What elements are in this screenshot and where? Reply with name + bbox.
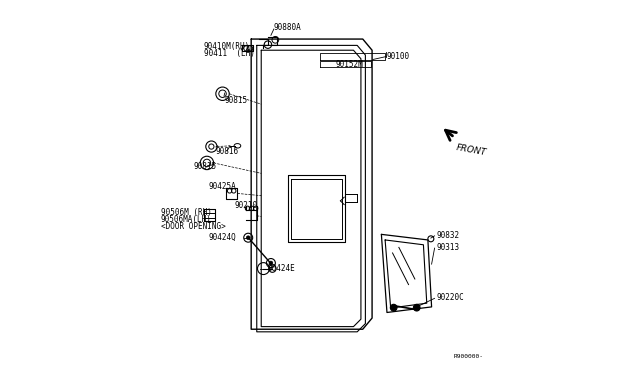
Circle shape: [413, 304, 420, 311]
Text: 90210: 90210: [234, 201, 257, 210]
Text: 90832: 90832: [436, 231, 459, 240]
Circle shape: [390, 304, 397, 311]
Text: 90815: 90815: [224, 96, 247, 105]
Circle shape: [246, 236, 250, 240]
Text: 90100: 90100: [387, 52, 410, 61]
Text: 90880A: 90880A: [274, 23, 301, 32]
Text: 90425A: 90425A: [209, 182, 236, 190]
Text: 90411  (LH): 90411 (LH): [204, 49, 255, 58]
Text: 90152M: 90152M: [335, 60, 364, 69]
Text: 90424E: 90424E: [267, 264, 295, 273]
Text: FRONT: FRONT: [456, 144, 488, 158]
Text: 90815: 90815: [193, 162, 217, 171]
Circle shape: [269, 261, 273, 265]
Text: 90506M (RH): 90506M (RH): [161, 208, 212, 217]
Text: 90410M(RH): 90410M(RH): [204, 42, 250, 51]
Text: <DOOR OPENING>: <DOOR OPENING>: [161, 222, 225, 231]
Text: 90220C: 90220C: [436, 293, 464, 302]
Text: 90506MA(LH): 90506MA(LH): [161, 215, 212, 224]
Text: 90816: 90816: [216, 147, 239, 155]
Text: 90313: 90313: [436, 243, 459, 252]
Text: R900000-: R900000-: [453, 354, 483, 359]
Text: 90424Q: 90424Q: [209, 233, 236, 242]
